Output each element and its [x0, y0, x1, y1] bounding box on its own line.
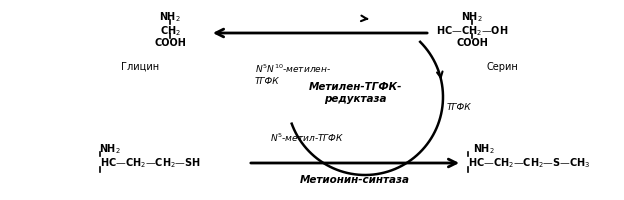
Text: NH$_2$: NH$_2$: [99, 142, 121, 156]
Text: COOH: COOH: [154, 38, 186, 48]
Text: NH$_2$: NH$_2$: [159, 10, 181, 24]
Text: Серин: Серин: [486, 62, 518, 72]
Text: HC—CH$_2$—CH$_2$—S—CH$_3$: HC—CH$_2$—CH$_2$—S—CH$_3$: [468, 156, 591, 170]
Text: $N^5N^{10}$-метилен-
ТГФК: $N^5N^{10}$-метилен- ТГФК: [255, 63, 331, 86]
Text: Метилен-ТГФК-
редуктаза: Метилен-ТГФК- редуктаза: [308, 82, 402, 104]
Text: COOH: COOH: [456, 38, 488, 48]
Text: NH$_2$: NH$_2$: [461, 10, 483, 24]
Text: $N^5$-метил-ТГФК: $N^5$-метил-ТГФК: [270, 132, 344, 144]
Text: ТГФК: ТГФК: [447, 102, 472, 112]
Text: Метионин-синтаза: Метионин-синтаза: [300, 175, 410, 185]
Text: HC—CH$_2$—CH$_2$—SH: HC—CH$_2$—CH$_2$—SH: [100, 156, 201, 170]
Text: NH$_2$: NH$_2$: [473, 142, 495, 156]
Text: Глицин: Глицин: [121, 62, 159, 72]
Text: HC—CH$_2$—OH: HC—CH$_2$—OH: [436, 24, 508, 38]
Text: CH$_2$: CH$_2$: [160, 24, 180, 38]
